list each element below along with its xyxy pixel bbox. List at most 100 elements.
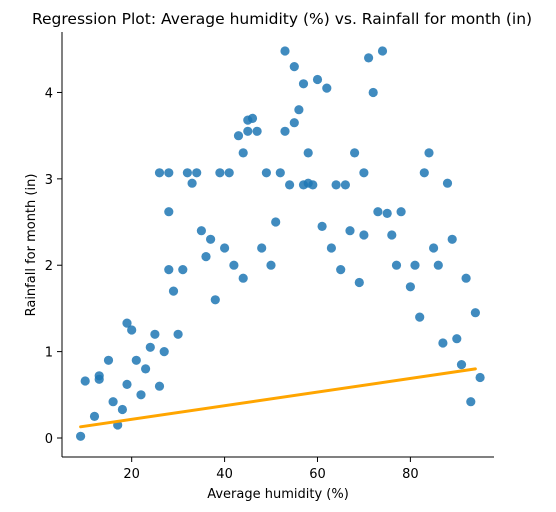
data-point [159, 347, 169, 357]
data-point [76, 431, 86, 441]
data-point [89, 411, 100, 421]
data-point [280, 46, 290, 56]
data-point [424, 148, 434, 158]
data-point [243, 126, 253, 136]
x-tick-label: 80 [402, 467, 419, 482]
data-point [461, 273, 471, 283]
data-point [368, 87, 378, 98]
data-point [275, 168, 285, 178]
data-point [442, 178, 453, 188]
data-point [340, 180, 350, 190]
data-point [206, 234, 216, 244]
data-point [331, 180, 341, 190]
data-point [433, 260, 443, 270]
data-point [136, 390, 146, 400]
data-point [396, 207, 406, 217]
data-point [178, 265, 188, 275]
data-point [289, 62, 299, 72]
data-point [456, 360, 467, 370]
data-point [326, 243, 336, 253]
data-point [373, 207, 383, 217]
regression-line [79, 367, 477, 429]
data-point [173, 329, 183, 339]
data-point [150, 329, 160, 339]
data-point [303, 148, 313, 158]
data-point [164, 265, 174, 275]
data-point [364, 53, 374, 63]
data-point [257, 243, 267, 253]
scatter-points [76, 46, 485, 441]
data-point [154, 381, 165, 391]
data-point [345, 226, 355, 236]
data-point [103, 355, 114, 365]
data-point [377, 46, 388, 56]
data-point [312, 74, 323, 85]
data-point [387, 230, 397, 240]
data-point [289, 118, 299, 128]
data-point [294, 105, 304, 115]
data-point [141, 364, 151, 374]
data-point [382, 208, 392, 218]
data-point [271, 217, 281, 227]
data-point [220, 243, 230, 253]
data-point [317, 221, 327, 231]
data-point [215, 168, 225, 178]
data-point [280, 126, 290, 136]
data-point [164, 207, 174, 217]
data-point [447, 234, 457, 244]
data-point [94, 374, 104, 384]
data-point [405, 282, 415, 292]
data-point [238, 273, 248, 283]
data-point [127, 325, 137, 335]
data-point [359, 230, 369, 240]
data-point [210, 295, 220, 305]
data-point [354, 277, 364, 288]
x-tick-label: 40 [216, 467, 233, 482]
data-point [224, 168, 234, 178]
data-point [285, 180, 295, 190]
data-point [261, 168, 271, 178]
x-axis-label: Average humidity (%) [207, 487, 349, 502]
x-tick-label: 20 [123, 467, 140, 482]
data-point [192, 168, 202, 178]
data-point [466, 397, 476, 407]
data-point [252, 126, 262, 136]
data-point [145, 342, 155, 352]
data-point [187, 178, 197, 188]
y-tick-label: 1 [45, 346, 53, 361]
data-point [229, 260, 239, 270]
data-point [182, 168, 192, 178]
data-point [391, 260, 402, 270]
y-tick-label: 4 [45, 86, 53, 101]
data-point [196, 226, 206, 236]
data-point [336, 265, 346, 275]
data-point [322, 83, 332, 93]
data-point [154, 168, 165, 178]
x-tick-label: 60 [309, 467, 326, 482]
y-tick-label: 3 [45, 173, 53, 188]
data-point [80, 376, 90, 386]
data-point [410, 260, 420, 270]
data-point [470, 308, 480, 318]
data-point [429, 243, 439, 253]
y-axis-ticks: 0 1 2 3 4 [45, 86, 62, 447]
data-point [359, 168, 369, 178]
x-axis-ticks: 20 40 60 80 [123, 457, 419, 482]
data-point [238, 148, 248, 158]
data-point [164, 168, 174, 178]
data-point [419, 168, 429, 178]
data-point [117, 404, 127, 415]
data-point [415, 312, 425, 322]
data-point [122, 379, 132, 389]
regression-line-layer [79, 367, 477, 429]
y-tick-label: 0 [45, 432, 53, 447]
data-point [475, 372, 485, 383]
data-point [266, 260, 276, 270]
y-axis-label: Rainfall for month (in) [24, 174, 39, 317]
data-point [452, 334, 462, 344]
data-point [308, 180, 318, 190]
data-point [168, 286, 179, 296]
data-point [122, 318, 132, 328]
data-point [438, 338, 448, 348]
